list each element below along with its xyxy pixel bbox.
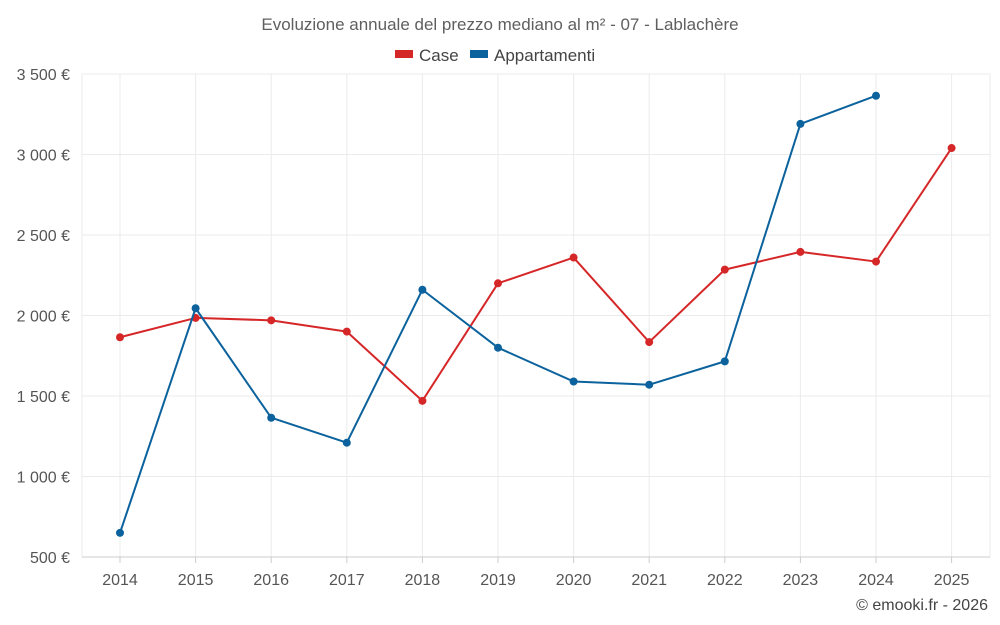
x-tick-label: 2018 <box>405 572 441 589</box>
x-tick-label: 2014 <box>102 572 138 589</box>
data-point-appartamenti[interactable] <box>267 413 276 422</box>
data-point-case[interactable] <box>116 333 124 342</box>
x-tick-label: 2017 <box>329 572 365 589</box>
chart-title: Evoluzione annuale del prezzo mediano al… <box>261 15 738 34</box>
data-point-appartamenti[interactable] <box>645 380 654 389</box>
credit-text: © emooki.fr - 2026 <box>856 597 988 614</box>
x-tick-label: 2016 <box>253 572 289 589</box>
x-tick-label: 2025 <box>934 572 970 589</box>
data-point-appartamenti[interactable] <box>872 91 880 100</box>
legend-swatch-appartamenti <box>470 50 488 58</box>
data-point-appartamenti[interactable] <box>342 438 351 447</box>
legend: Case Appartamenti <box>395 46 595 65</box>
data-point-appartamenti[interactable] <box>569 377 578 386</box>
data-point-case[interactable] <box>342 327 351 336</box>
y-tick-label: 500 € <box>30 550 70 567</box>
x-tick-label: 2022 <box>707 572 743 589</box>
legend-swatch-case <box>395 50 413 58</box>
data-point-appartamenti[interactable] <box>116 528 124 537</box>
series-case <box>116 144 956 405</box>
data-point-case[interactable] <box>267 316 276 325</box>
y-tick-label: 2 000 € <box>17 309 70 326</box>
data-point-case[interactable] <box>418 396 427 405</box>
data-point-appartamenti[interactable] <box>418 285 427 294</box>
data-point-case[interactable] <box>720 265 729 274</box>
series-appartamenti <box>116 91 880 537</box>
data-point-appartamenti[interactable] <box>191 304 200 313</box>
x-tick-label: 2024 <box>858 572 894 589</box>
data-point-case[interactable] <box>645 338 654 347</box>
data-point-appartamenti[interactable] <box>720 357 729 366</box>
axes: 500 € 1 000 € 1 500 € 2 000 € 2 500 € 3 000 €… <box>17 67 990 589</box>
legend-item-case[interactable]: Case <box>395 46 459 65</box>
data-point-case[interactable] <box>494 279 502 288</box>
series <box>116 91 956 537</box>
legend-label-appartamenti: Appartamenti <box>494 46 595 65</box>
legend-label-case: Case <box>419 46 459 65</box>
data-point-appartamenti[interactable] <box>494 343 502 352</box>
data-point-case[interactable] <box>872 257 880 266</box>
y-tick-label: 1 000 € <box>17 470 70 487</box>
x-tick-label: 2021 <box>631 572 667 589</box>
data-point-case[interactable] <box>569 253 578 262</box>
grid <box>81 73 991 557</box>
y-tick-label: 2 500 € <box>17 228 70 245</box>
data-point-appartamenti[interactable] <box>796 119 805 128</box>
x-tick-label: 2019 <box>480 572 516 589</box>
y-tick-label: 1 500 € <box>17 389 70 406</box>
x-tick-label: 2015 <box>178 572 214 589</box>
y-tick-label: 3 500 € <box>17 67 70 84</box>
legend-item-appartamenti[interactable]: Appartamenti <box>470 46 595 65</box>
x-tick-label: 2020 <box>556 572 592 589</box>
data-point-case[interactable] <box>947 144 956 153</box>
y-tick-label: 3 000 € <box>17 148 70 165</box>
x-tick-label: 2023 <box>783 572 819 589</box>
series-line-case <box>119 147 953 402</box>
data-point-case[interactable] <box>796 247 805 256</box>
